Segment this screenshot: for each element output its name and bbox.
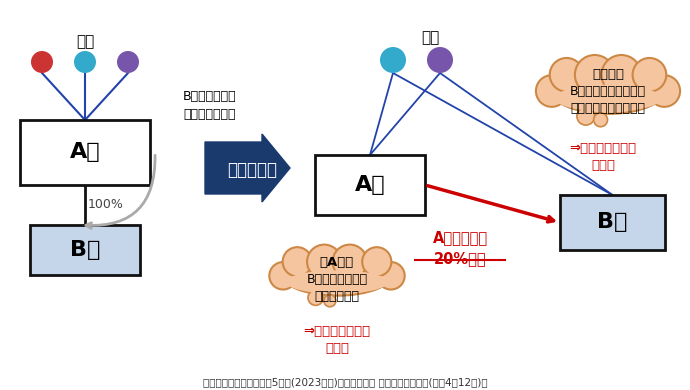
FancyArrow shape (205, 134, 290, 202)
Circle shape (633, 58, 667, 92)
Text: 株主: 株主 (76, 34, 94, 50)
Circle shape (324, 295, 336, 307)
Circle shape (602, 55, 641, 95)
Circle shape (593, 113, 607, 127)
Circle shape (283, 247, 312, 277)
Ellipse shape (551, 64, 666, 114)
Circle shape (74, 51, 96, 73)
Ellipse shape (555, 85, 661, 112)
Bar (20, 120, 150, 185)
Text: ⇒要件を満たせば
対象外: ⇒要件を満たせば 対象外 (569, 142, 637, 172)
Text: A社: A社 (70, 142, 100, 163)
Ellipse shape (286, 270, 388, 294)
Text: B社株式に対する
譲渡損益課税: B社株式に対する 譲渡損益課税 (306, 273, 368, 303)
Text: B社株式を配当で受け
取ったものとして課税: B社株式を配当で受け 取ったものとして課税 (570, 85, 646, 115)
Circle shape (536, 75, 568, 107)
Circle shape (649, 75, 680, 107)
Text: B社株式を自社
株主に現物配当: B社株式を自社 株主に現物配当 (183, 89, 237, 121)
Circle shape (308, 290, 324, 305)
Text: 株主: 株主 (421, 30, 439, 46)
Text: 【A社】: 【A社】 (320, 257, 354, 269)
Circle shape (269, 262, 297, 289)
Text: 100%: 100% (88, 199, 124, 211)
Ellipse shape (282, 253, 393, 296)
Circle shape (377, 262, 405, 289)
Text: A社保有割合
20%未満: A社保有割合 20%未満 (433, 230, 488, 266)
Circle shape (550, 58, 583, 92)
Circle shape (380, 47, 406, 73)
Bar (560, 195, 665, 250)
Text: B社: B社 (70, 240, 100, 260)
Circle shape (575, 55, 615, 95)
Circle shape (577, 107, 595, 125)
Circle shape (427, 47, 453, 73)
Bar (315, 155, 425, 215)
Text: 【株主】: 【株主】 (592, 67, 624, 80)
Text: B社: B社 (598, 213, 628, 232)
Text: A社: A社 (355, 175, 385, 195)
Circle shape (117, 51, 139, 73)
Circle shape (362, 247, 391, 277)
Circle shape (333, 245, 367, 279)
Bar (30, 225, 140, 275)
Circle shape (31, 51, 53, 73)
Circle shape (307, 245, 342, 279)
Text: 出典：経済産業省「令和5年度(2023年度)経済産業関係 税制改正について(令和4年12月)」: 出典：経済産業省「令和5年度(2023年度)経済産業関係 税制改正について(令和… (203, 377, 487, 387)
Text: ⇒要件を満たせば
対象外: ⇒要件を満たせば 対象外 (304, 325, 371, 355)
Text: スピンオフ: スピンオフ (228, 161, 277, 179)
